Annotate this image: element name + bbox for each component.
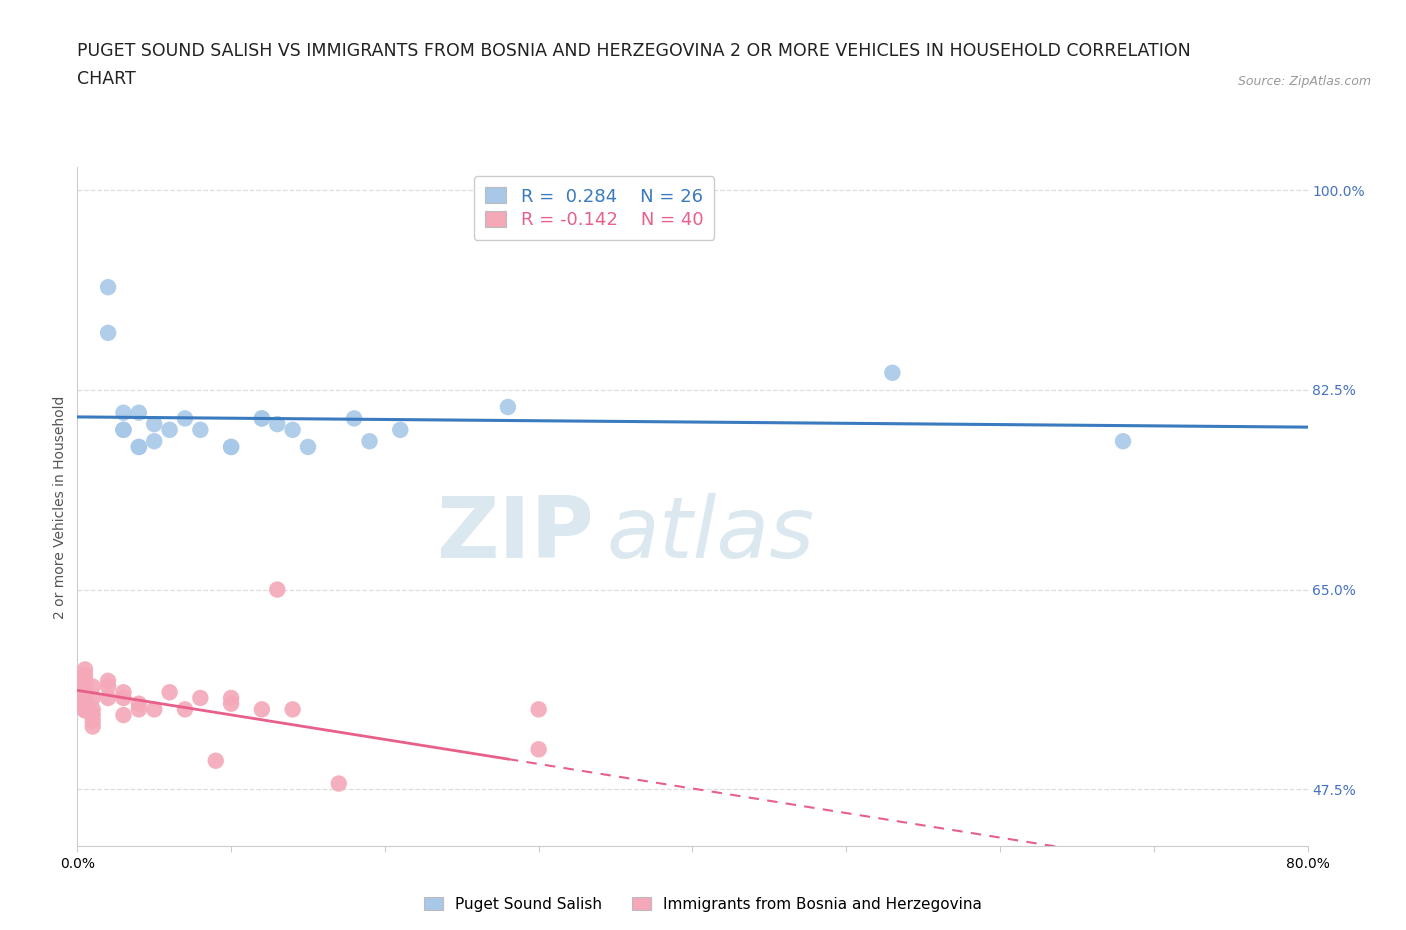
Point (174, 702, 197, 717)
Point (97, 691, 120, 706)
Point (527, 702, 550, 717)
Point (82, 719, 104, 734)
Point (73, 691, 96, 706)
Text: atlas: atlas (606, 493, 814, 576)
Point (250, 411, 273, 426)
Text: ZIP: ZIP (436, 493, 595, 576)
Y-axis label: 2 or more Vehicles in Household: 2 or more Vehicles in Household (53, 395, 67, 618)
Point (112, 422, 135, 437)
Point (128, 440, 150, 455)
Point (343, 411, 366, 426)
Point (359, 433, 381, 448)
Point (73, 679, 96, 694)
Point (112, 691, 135, 706)
Point (97, 673, 120, 688)
Point (97, 280, 120, 295)
Point (82, 679, 104, 694)
Point (73, 703, 96, 718)
Point (174, 411, 197, 426)
Point (328, 777, 350, 791)
Point (82, 713, 104, 728)
Point (112, 684, 135, 699)
Point (73, 697, 96, 711)
Point (73, 698, 96, 713)
Point (112, 708, 135, 723)
Point (219, 440, 242, 455)
Point (219, 697, 242, 711)
Point (128, 697, 150, 711)
Point (219, 691, 242, 706)
Point (1112, 433, 1135, 448)
Point (73, 684, 96, 699)
Point (266, 417, 288, 432)
Point (73, 673, 96, 688)
Point (281, 422, 304, 437)
Point (835, 868, 858, 883)
Point (112, 405, 135, 420)
Point (82, 702, 104, 717)
Point (159, 422, 181, 437)
Point (143, 433, 166, 448)
Point (143, 702, 166, 717)
Point (128, 702, 150, 717)
Point (281, 702, 304, 717)
Point (97, 326, 120, 340)
Point (389, 422, 412, 437)
Point (73, 702, 96, 717)
Point (73, 662, 96, 677)
Point (250, 702, 273, 717)
Legend: R =  0.284    N = 26, R = -0.142    N = 40: R = 0.284 N = 26, R = -0.142 N = 40 (474, 177, 714, 240)
Legend: Puget Sound Salish, Immigrants from Bosnia and Herzegovina: Puget Sound Salish, Immigrants from Bosn… (418, 890, 988, 918)
Point (73, 673, 96, 688)
Point (128, 440, 150, 455)
Point (882, 365, 904, 380)
Point (188, 691, 212, 706)
Point (73, 668, 96, 683)
Text: CHART: CHART (77, 71, 136, 88)
Point (204, 753, 226, 768)
Point (112, 422, 135, 437)
Point (82, 691, 104, 706)
Point (143, 417, 166, 432)
Point (219, 440, 242, 455)
Text: Source: ZipAtlas.com: Source: ZipAtlas.com (1237, 75, 1371, 88)
Point (97, 679, 120, 694)
Point (82, 708, 104, 723)
Point (128, 405, 150, 420)
Point (266, 582, 288, 597)
Text: PUGET SOUND SALISH VS IMMIGRANTS FROM BOSNIA AND HERZEGOVINA 2 OR MORE VEHICLES : PUGET SOUND SALISH VS IMMIGRANTS FROM BO… (77, 43, 1191, 60)
Point (527, 742, 550, 757)
Point (250, 411, 273, 426)
Point (73, 684, 96, 699)
Point (496, 400, 519, 415)
Point (297, 440, 319, 455)
Point (159, 684, 181, 699)
Point (188, 422, 212, 437)
